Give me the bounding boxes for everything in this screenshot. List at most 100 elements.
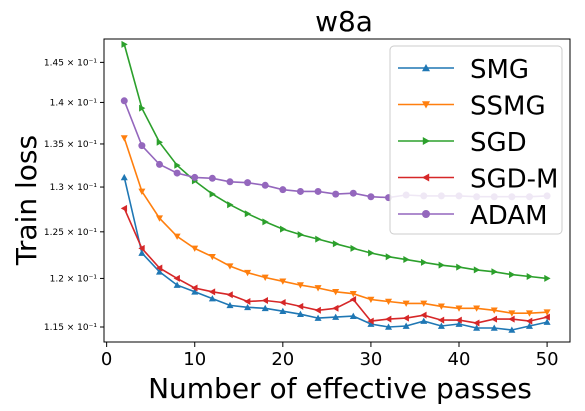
data-point-adam xyxy=(349,189,357,197)
legend-box xyxy=(389,45,563,235)
data-point-sgd-m xyxy=(244,297,251,305)
data-point-smg xyxy=(173,281,181,288)
data-point-sgd-m xyxy=(525,317,533,325)
data-point-smg xyxy=(437,322,445,329)
data-point-sgd-m xyxy=(473,319,480,327)
data-point-ssmg xyxy=(296,282,304,289)
data-point-ssmg xyxy=(508,310,516,317)
legend: SMG SSMG SGD SGD-M ADAM xyxy=(389,45,563,235)
data-point-sgd xyxy=(297,231,304,239)
legend-marker-ssmg xyxy=(422,101,430,109)
data-point-adam xyxy=(226,178,234,186)
data-point-ssmg xyxy=(490,307,498,314)
data-point-sgd-m xyxy=(367,317,374,325)
data-point-smg xyxy=(402,322,410,329)
legend-marker-adam xyxy=(422,210,430,218)
data-point-sgd xyxy=(315,235,322,243)
data-point-sgd-m xyxy=(191,284,198,292)
data-point-ssmg xyxy=(155,215,163,222)
data-point-sgd xyxy=(368,249,375,257)
data-point-smg xyxy=(367,320,375,327)
data-point-smg xyxy=(455,320,463,327)
data-point-smg xyxy=(155,268,163,275)
data-point-ssmg xyxy=(279,278,287,285)
data-point-sgd xyxy=(403,256,410,264)
data-point-sgd xyxy=(262,218,269,226)
data-point-ssmg xyxy=(138,188,146,195)
data-point-sgd-m xyxy=(279,298,286,306)
data-point-adam xyxy=(244,179,252,187)
legend-item-ssmg: SSMG xyxy=(398,92,546,122)
data-point-sgd xyxy=(544,274,551,282)
data-point-sgd-m xyxy=(508,315,515,323)
data-point-smg xyxy=(385,323,393,330)
legend-label-smg: SMG xyxy=(470,55,529,85)
data-point-ssmg xyxy=(208,253,216,261)
data-point-ssmg xyxy=(332,289,340,296)
legend-item-sgd-m: SGD-M xyxy=(398,165,559,195)
data-point-smg xyxy=(279,307,287,315)
data-point-sgd-m xyxy=(420,311,427,319)
x-tick-label: 0 xyxy=(101,349,112,370)
data-point-sgd xyxy=(280,225,287,233)
data-point-sgd-m xyxy=(349,296,357,304)
legend-marker-sgd-m xyxy=(422,173,430,182)
data-point-sgd xyxy=(209,190,216,198)
series-smg xyxy=(120,173,551,333)
legend-marker-sgd xyxy=(422,137,430,145)
data-point-adam xyxy=(314,187,322,195)
data-point-adam xyxy=(296,187,304,195)
data-point-ssmg xyxy=(367,296,375,304)
data-point-ssmg xyxy=(525,310,533,317)
data-point-ssmg xyxy=(455,305,463,312)
data-point-smg xyxy=(191,288,199,295)
data-point-sgd xyxy=(509,271,516,279)
x-tick-label: 50 xyxy=(536,349,559,370)
data-point-ssmg xyxy=(191,245,199,252)
legend-item-adam: ADAM xyxy=(398,201,548,231)
data-point-smg xyxy=(138,249,146,256)
data-point-smg xyxy=(261,304,269,312)
data-point-sgd-m xyxy=(437,316,445,324)
series-sgd-m xyxy=(120,204,550,327)
data-point-ssmg xyxy=(349,290,357,298)
chart-title: w8a xyxy=(315,5,373,38)
data-point-sgd-m xyxy=(296,302,304,310)
y-tick-label: 1.2 × 10⁻¹ xyxy=(50,274,98,284)
data-point-adam xyxy=(332,190,340,198)
x-tick-label: 40 xyxy=(448,349,471,370)
legend-item-sgd: SGD xyxy=(398,128,527,158)
data-point-sgd xyxy=(227,201,234,209)
legend-label-adam: ADAM xyxy=(470,201,548,231)
data-point-ssmg xyxy=(244,269,252,277)
data-point-adam xyxy=(173,169,181,177)
data-point-sgd xyxy=(526,273,533,281)
data-point-sgd xyxy=(156,138,163,146)
data-point-smg xyxy=(490,324,498,331)
data-point-ssmg xyxy=(314,285,322,292)
y-tick-label: 1.35 × 10⁻¹ xyxy=(44,140,98,150)
data-point-sgd-m xyxy=(173,274,180,282)
x-axis-label: Number of effective passes xyxy=(148,372,532,405)
data-point-sgd xyxy=(174,161,181,169)
y-tick-label: 1.45 × 10⁻¹ xyxy=(44,58,98,68)
data-point-smg xyxy=(120,173,128,181)
data-point-sgd-m xyxy=(226,291,233,299)
data-point-ssmg xyxy=(261,274,269,281)
data-point-sgd-m xyxy=(314,306,321,314)
data-point-sgd-m xyxy=(490,315,498,323)
data-point-sgd-m xyxy=(385,315,392,323)
y-axis-label: Train loss xyxy=(10,135,43,266)
data-point-smg xyxy=(208,295,216,302)
data-point-adam xyxy=(120,97,128,105)
data-point-sgd-m xyxy=(138,244,145,252)
data-point-sgd-m xyxy=(120,204,128,212)
data-point-sgd xyxy=(121,40,128,48)
data-point-sgd xyxy=(139,104,146,112)
data-point-smg xyxy=(508,326,516,333)
data-point-smg xyxy=(543,318,551,325)
data-point-sgd xyxy=(456,263,463,271)
y-tick-label: 1.3 × 10⁻¹ xyxy=(50,183,98,193)
data-point-ssmg xyxy=(226,263,234,270)
